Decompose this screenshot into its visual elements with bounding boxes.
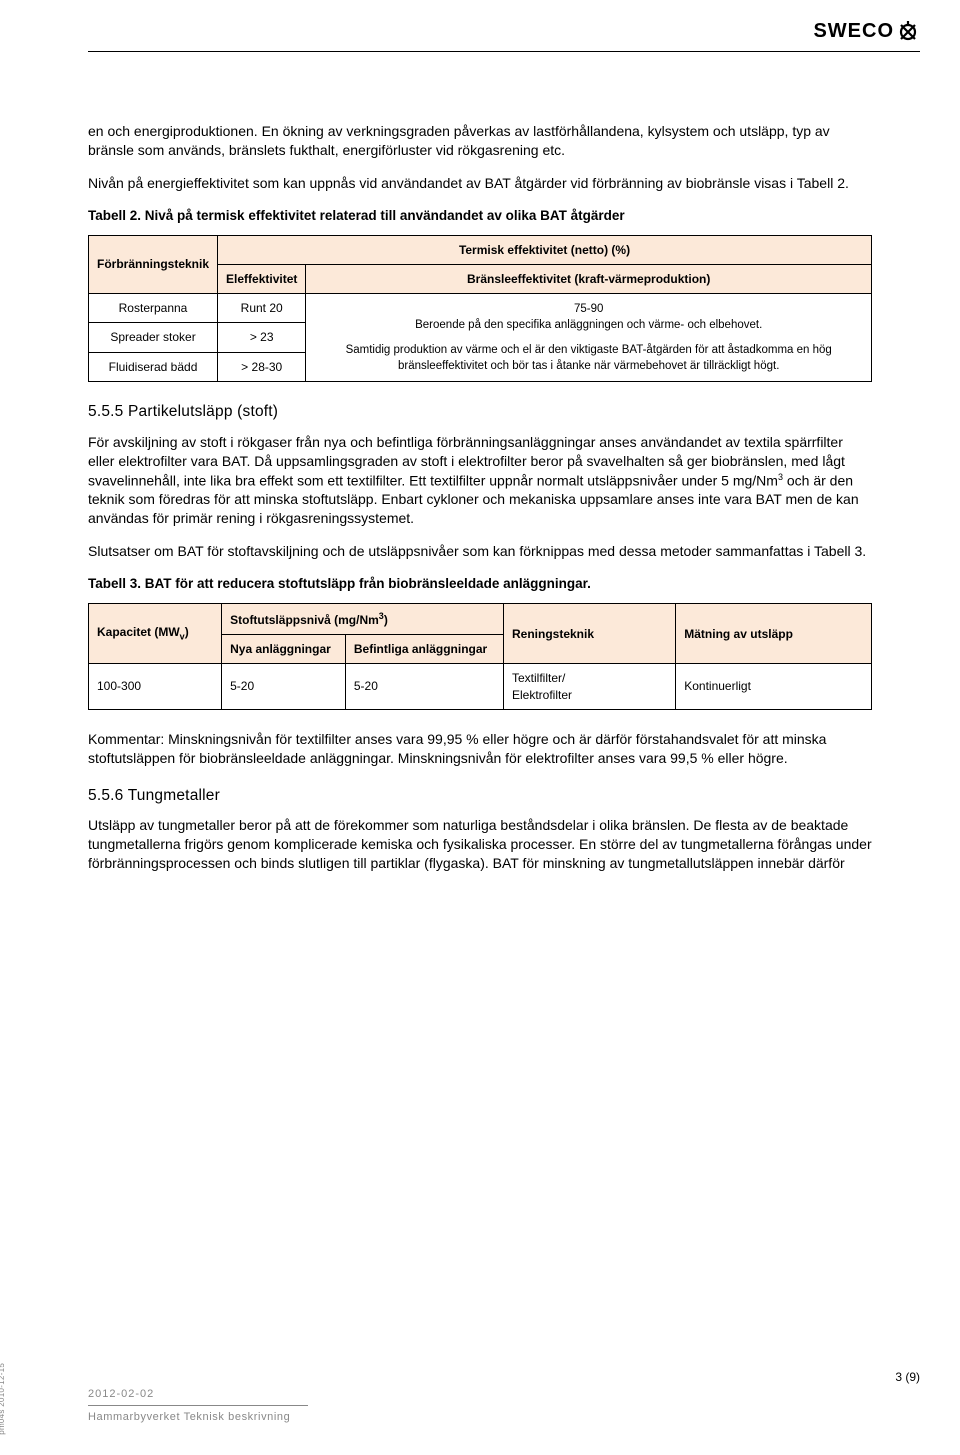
- page-number: 3 (9): [895, 1369, 920, 1385]
- t3-r1c4: Textilfilter/Elektrofilter: [503, 664, 675, 709]
- t2-r2c1: Spreader stoker: [89, 323, 218, 352]
- heading-555: 5.5.5 Partikelutsläpp (stoft): [88, 402, 872, 423]
- t3-sh1: Nya anläggningar: [222, 635, 346, 664]
- page-footer: 3 (9) 2012-02-02 Hammarbyverket Teknisk …: [88, 1387, 920, 1425]
- t3-sh2: Befintliga anläggningar: [345, 635, 503, 664]
- t2-merged-b: Samtidig produktion av värme och el är d…: [314, 342, 863, 374]
- t3-h1: Kapacitet (MWv): [89, 603, 222, 663]
- t2-r2c2: > 23: [218, 323, 306, 352]
- sweco-icon: [896, 20, 920, 44]
- t2-r1c2: Runt 20: [218, 294, 306, 323]
- page-header: SWECO: [0, 0, 960, 51]
- t3-h2: Stoftutsläppsnivå (mg/Nm3): [222, 603, 504, 634]
- t3-h2a: Stoftutsläppsnivå (mg/Nm: [230, 613, 379, 627]
- t3-r1c2: 5-20: [222, 664, 346, 709]
- t2-hdr-technique: Förbränningsteknik: [89, 235, 218, 293]
- t2-hdr-fuel: Bränsleeffektivitet (kraft-värmeprodukti…: [306, 265, 872, 294]
- t2-r3c1: Fluidiserad bädd: [89, 352, 218, 381]
- t2-hdr-efficiency: Termisk effektivitet (netto) (%): [218, 235, 872, 264]
- t2-r3c2: > 28-30: [218, 352, 306, 381]
- page-content: en och energiproduktionen. En ökning av …: [0, 52, 960, 927]
- table-3-caption: Tabell 3. BAT för att reducera stoftutsl…: [88, 575, 872, 593]
- t3-h3: Reningsteknik: [503, 603, 675, 663]
- paragraph-comment: Kommentar: Minskningsnivån för textilfil…: [88, 730, 872, 768]
- t3-h1b: ): [185, 625, 189, 639]
- logo-text: SWECO: [813, 18, 894, 45]
- paragraph-intro-2: Nivån på energieffektivitet som kan uppn…: [88, 174, 872, 193]
- table-3: Kapacitet (MWv) Stoftutsläppsnivå (mg/Nm…: [88, 603, 872, 710]
- footer-date: 2012-02-02: [88, 1387, 920, 1402]
- paragraph-555-1: För avskiljning av stoft i rökgaser från…: [88, 433, 872, 528]
- t3-h4: Mätning av utsläpp: [676, 603, 872, 663]
- table-2: Förbränningsteknik Termisk effektivitet …: [88, 235, 872, 382]
- t3-r1c3: 5-20: [345, 664, 503, 709]
- footer-divider: [88, 1405, 308, 1406]
- paragraph-intro-1: en och energiproduktionen. En ökning av …: [88, 122, 872, 160]
- t3-r1c5: Kontinuerligt: [676, 664, 872, 709]
- t2-r1c1: Rosterpanna: [89, 294, 218, 323]
- side-label: pm04s 2010-12-15: [0, 1363, 8, 1435]
- t3-r1c1: 100-300: [89, 664, 222, 709]
- t2-hdr-el: Eleffektivitet: [218, 265, 306, 294]
- t3-h2b: ): [384, 613, 388, 627]
- heading-556: 5.5.6 Tungmetaller: [88, 786, 872, 807]
- t3-h1a: Kapacitet (MW: [97, 625, 180, 639]
- sweco-logo: SWECO: [813, 18, 920, 45]
- p3-part-a: För avskiljning av stoft i rökgaser från…: [88, 434, 845, 488]
- paragraph-556: Utsläpp av tungmetaller beror på att de …: [88, 816, 872, 873]
- footer-doc-title: Hammarbyverket Teknisk beskrivning: [88, 1410, 920, 1425]
- table-2-caption: Tabell 2. Nivå på termisk effektivitet r…: [88, 207, 872, 225]
- t2-merged: 75-90Beroende på den specifika anläggnin…: [306, 294, 872, 382]
- paragraph-555-2: Slutsatser om BAT för stoftavskiljning o…: [88, 542, 872, 561]
- t2-merged-a: 75-90Beroende på den specifika anläggnin…: [314, 301, 863, 333]
